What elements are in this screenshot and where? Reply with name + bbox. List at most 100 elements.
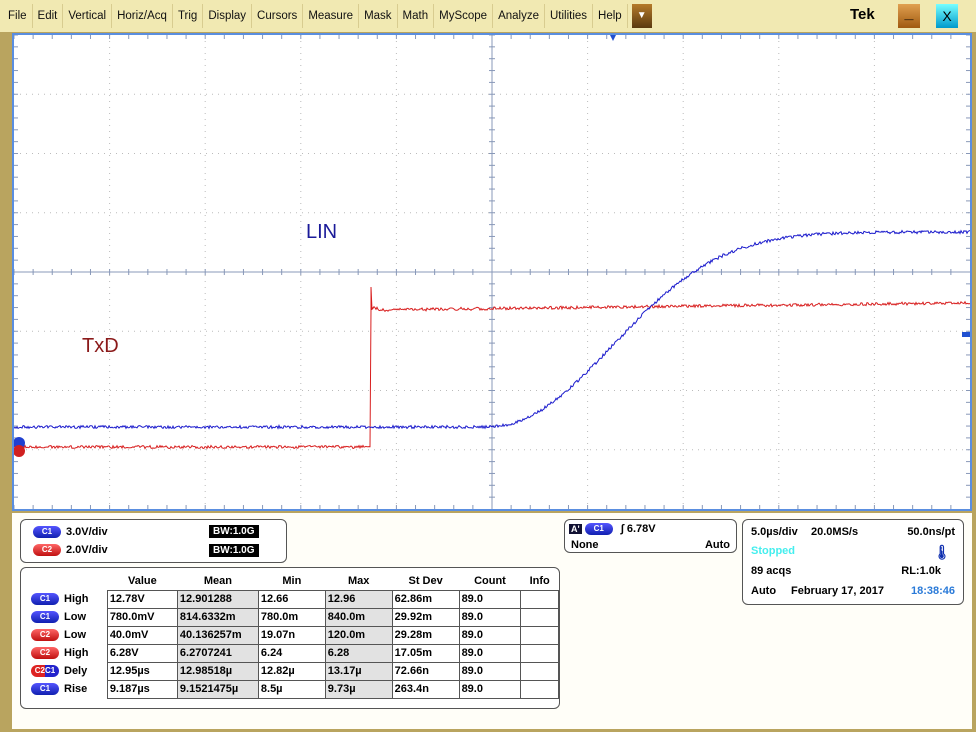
cell: 40.136257m [177, 626, 258, 644]
acq-mode: Auto [751, 585, 776, 597]
close-button[interactable]: X [936, 4, 958, 28]
menu-vertical[interactable]: Vertical [63, 4, 112, 28]
col-header: Info [521, 572, 559, 590]
col-header: Max [325, 572, 392, 590]
menu-mask[interactable]: Mask [359, 4, 397, 28]
cell: 780.0m [258, 608, 325, 626]
menu-dropdown-button[interactable]: ▼ [632, 4, 652, 28]
status-panel: C1 3.0V/div C2 2.0V/div BW:1.0G BW:1.0G Va… [12, 513, 972, 729]
trigger-readout[interactable]: A' C1 ∫ 6.78V None Auto [564, 519, 737, 553]
channel-settings: C1 3.0V/div C2 2.0V/div BW:1.0G BW:1.0G [20, 519, 287, 563]
col-header: Min [258, 572, 325, 590]
cell [521, 644, 559, 662]
cell: 8.5µ [258, 680, 325, 698]
cell [521, 590, 559, 608]
cell: 12.78V [107, 590, 177, 608]
c2-badge[interactable]: C2 [33, 544, 61, 556]
graticule [14, 35, 970, 509]
tek-logo: Tek [850, 6, 875, 23]
menu-analyze[interactable]: Analyze [493, 4, 545, 28]
source-badge: C1 [31, 611, 59, 623]
measurement-row[interactable]: C1 Rise 9.187µs 9.1521475µ 8.5µ 9.73µ 263.4n 89… [29, 680, 559, 698]
run-state: Stopped [751, 545, 795, 557]
menu-file[interactable]: File [3, 4, 33, 28]
cell: 29.28m [392, 626, 459, 644]
cell: 9.1521475µ [177, 680, 258, 698]
waveform-display[interactable]: LIN TxD [12, 33, 972, 511]
col-header: St Dev [392, 572, 459, 590]
sample-rate: 20.0MS/s [811, 526, 858, 538]
trigger-position-marker [610, 35, 616, 41]
c2-bandwidth: BW:1.0G [209, 544, 259, 557]
cell: 89.0 [459, 680, 521, 698]
measurement-type: High [64, 593, 88, 605]
date: February 17, 2017 [791, 585, 884, 597]
trigger-level-marker [962, 332, 970, 337]
minimize-button[interactable]: _ [898, 4, 920, 28]
time: 18:38:46 [911, 585, 955, 597]
menu-math[interactable]: Math [398, 4, 435, 28]
menu-help[interactable]: Help [593, 4, 628, 28]
acquisition-readout[interactable]: 5.0µs/div 20.0MS/s 50.0ns/pt Stopped 🌡︎ … [742, 519, 964, 605]
cell: 263.4n [392, 680, 459, 698]
cell: 72.66n [392, 662, 459, 680]
menu-cursors[interactable]: Cursors [252, 4, 303, 28]
cell: 89.0 [459, 644, 521, 662]
cell: 89.0 [459, 626, 521, 644]
measurement-table[interactable]: Value Mean Min Max St Dev Count Info C1 High 12.7… [20, 567, 560, 709]
menu-myscope[interactable]: MyScope [434, 4, 493, 28]
menu-bar: File Edit Vertical Horiz/Acq Trig Display Curs… [0, 0, 976, 32]
trigger-coupling: None [571, 539, 599, 551]
measurement-type: Low [64, 629, 86, 641]
source-badge: C2 [31, 647, 59, 659]
cell: 12.96 [325, 590, 392, 608]
cell: 780.0mV [107, 608, 177, 626]
trigger-level: 6.78V [627, 523, 656, 535]
cell: 62.86m [392, 590, 459, 608]
cell: 6.28 [325, 644, 392, 662]
resolution: 50.0ns/pt [907, 526, 955, 538]
measurement-type: Low [64, 611, 86, 623]
col-header: Mean [177, 572, 258, 590]
cell [521, 680, 559, 698]
txd-label: TxD [82, 335, 119, 358]
cell: 840.0m [325, 608, 392, 626]
source-badge: C2C1 [31, 665, 59, 677]
menu-edit[interactable]: Edit [33, 4, 64, 28]
cell: 120.0m [325, 626, 392, 644]
col-header: Value [107, 572, 177, 590]
menu-horizacq[interactable]: Horiz/Acq [112, 4, 173, 28]
menu-trig[interactable]: Trig [173, 4, 203, 28]
cell: 9.73µ [325, 680, 392, 698]
measurement-type: High [64, 647, 88, 659]
menu-display[interactable]: Display [203, 4, 252, 28]
cell: 12.66 [258, 590, 325, 608]
cell: 17.05m [392, 644, 459, 662]
measurement-row[interactable]: C1 Low 780.0mV 814.6332m 780.0m 840.0m 29.92m 8… [29, 608, 559, 626]
thermometer-icon: 🌡︎ [933, 544, 951, 561]
cell: 89.0 [459, 590, 521, 608]
timebase: 5.0µs/div [751, 526, 798, 538]
c2-scale: 2.0V/div [66, 544, 108, 556]
source-badge: C1 [31, 683, 59, 695]
measurement-type: Rise [64, 683, 87, 695]
rising-edge-icon: ∫ [621, 523, 624, 535]
measurement-row[interactable]: C1 High 12.78V 12.901288 12.66 12.96 62.86m 89.… [29, 590, 559, 608]
cell: 40.0mV [107, 626, 177, 644]
c1-badge[interactable]: C1 [33, 526, 61, 538]
menu-utilities[interactable]: Utilities [545, 4, 593, 28]
measurement-type: Dely [64, 665, 87, 677]
trigger-badge: A' [569, 524, 582, 534]
measurement-row[interactable]: C2C1 Dely 12.95µs 12.98518µ 12.82µ 13.17µ 72.6… [29, 662, 559, 680]
cell: 12.82µ [258, 662, 325, 680]
trigger-mode: Auto [705, 539, 730, 551]
cell: 19.07n [258, 626, 325, 644]
cell: 12.901288 [177, 590, 258, 608]
cell: 6.2707241 [177, 644, 258, 662]
menu-measure[interactable]: Measure [303, 4, 359, 28]
measurement-row[interactable]: C2 Low 40.0mV 40.136257m 19.07n 120.0m 29.28m 8… [29, 626, 559, 644]
c1-bandwidth: BW:1.0G [209, 525, 259, 538]
measurement-row[interactable]: C2 High 6.28V 6.2707241 6.24 6.28 17.05m 89.0 [29, 644, 559, 662]
cell: 12.95µs [107, 662, 177, 680]
cell: 6.28V [107, 644, 177, 662]
